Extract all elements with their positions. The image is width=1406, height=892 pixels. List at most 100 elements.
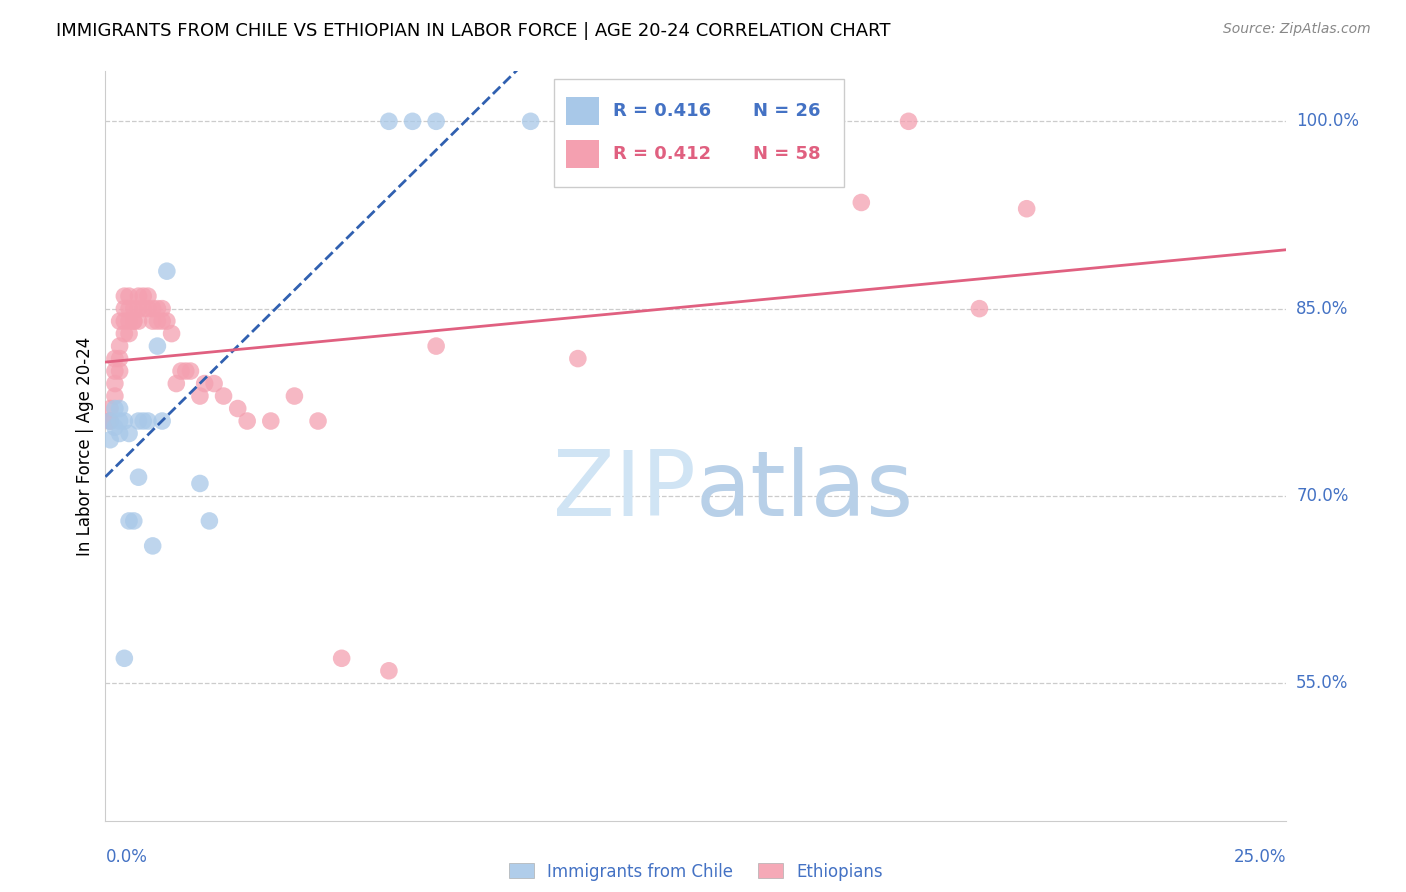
Point (179, 364, 201, 378)
Point (142, 539, 165, 553)
Point (897, 114, 920, 128)
Point (128, 301, 150, 316)
Point (112, 289, 135, 303)
Point (98, 414, 121, 428)
Point (104, 420, 127, 434)
Point (108, 414, 131, 428)
Point (150, 301, 173, 316)
Point (170, 364, 193, 378)
Point (98, 414, 121, 428)
Point (142, 301, 165, 316)
Text: 100.0%: 100.0% (1296, 112, 1360, 130)
Point (146, 339, 169, 353)
Text: atlas: atlas (696, 447, 914, 535)
Text: R = 0.416: R = 0.416 (613, 102, 711, 120)
Point (104, 401, 127, 416)
Point (519, 114, 541, 128)
Point (104, 364, 127, 378)
Point (98, 414, 121, 428)
Point (146, 301, 169, 316)
Point (108, 351, 131, 366)
Point (122, 314, 145, 328)
Text: IMMIGRANTS FROM CHILE VS ETHIOPIAN IN LABOR FORCE | AGE 20-24 CORRELATION CHART: IMMIGRANTS FROM CHILE VS ETHIOPIAN IN LA… (56, 22, 891, 40)
Point (378, 664, 401, 678)
Point (112, 414, 135, 428)
Point (104, 376, 127, 391)
Point (118, 314, 141, 328)
Point (128, 289, 150, 303)
Point (307, 414, 329, 428)
Point (150, 314, 173, 328)
Point (104, 389, 127, 403)
Point (108, 426, 131, 441)
Text: Source: ZipAtlas.com: Source: ZipAtlas.com (1223, 22, 1371, 37)
Point (283, 389, 305, 403)
Point (128, 414, 150, 428)
Text: ZIP: ZIP (553, 447, 696, 535)
Point (112, 314, 135, 328)
Point (132, 301, 155, 316)
Point (236, 414, 259, 428)
FancyBboxPatch shape (567, 139, 599, 168)
Point (425, 339, 447, 353)
Point (118, 326, 141, 341)
Point (425, 114, 447, 128)
Point (165, 376, 187, 391)
Point (174, 364, 197, 378)
Point (108, 401, 131, 416)
Point (401, 114, 423, 128)
Point (567, 351, 589, 366)
Point (226, 401, 249, 416)
Point (112, 651, 135, 665)
Point (378, 114, 401, 128)
Point (98, 401, 121, 416)
Point (108, 339, 131, 353)
FancyBboxPatch shape (554, 78, 844, 187)
Point (122, 514, 145, 528)
Point (98, 433, 121, 447)
Point (330, 651, 353, 665)
Point (1015, 202, 1038, 216)
Point (136, 289, 159, 303)
Text: 0.0%: 0.0% (105, 848, 148, 866)
Point (851, 195, 873, 210)
Point (112, 301, 135, 316)
FancyBboxPatch shape (567, 97, 599, 125)
Point (118, 514, 141, 528)
Point (104, 351, 127, 366)
Point (128, 314, 150, 328)
Point (160, 326, 183, 341)
Point (969, 301, 991, 316)
Point (132, 289, 155, 303)
Point (212, 389, 235, 403)
Point (136, 414, 159, 428)
Text: 55.0%: 55.0% (1296, 674, 1348, 692)
Point (118, 301, 141, 316)
Point (146, 314, 169, 328)
Point (112, 326, 135, 341)
Y-axis label: In Labor Force | Age 20-24: In Labor Force | Age 20-24 (76, 336, 94, 556)
Point (136, 301, 159, 316)
Point (118, 289, 141, 303)
Point (188, 476, 211, 491)
Point (198, 514, 221, 528)
Text: 70.0%: 70.0% (1296, 487, 1348, 505)
Point (194, 376, 217, 391)
Point (108, 314, 131, 328)
Point (122, 301, 145, 316)
Point (122, 314, 145, 328)
Point (260, 414, 283, 428)
Text: 85.0%: 85.0% (1296, 300, 1348, 318)
Point (156, 264, 179, 278)
Point (156, 314, 179, 328)
Point (150, 414, 173, 428)
Point (118, 426, 141, 441)
Point (142, 314, 165, 328)
Point (108, 364, 131, 378)
Point (188, 389, 211, 403)
Legend: Immigrants from Chile, Ethiopians: Immigrants from Chile, Ethiopians (502, 856, 890, 888)
Point (132, 414, 155, 428)
Point (128, 470, 150, 484)
Text: R = 0.412: R = 0.412 (613, 145, 711, 162)
Text: N = 26: N = 26 (752, 102, 820, 120)
